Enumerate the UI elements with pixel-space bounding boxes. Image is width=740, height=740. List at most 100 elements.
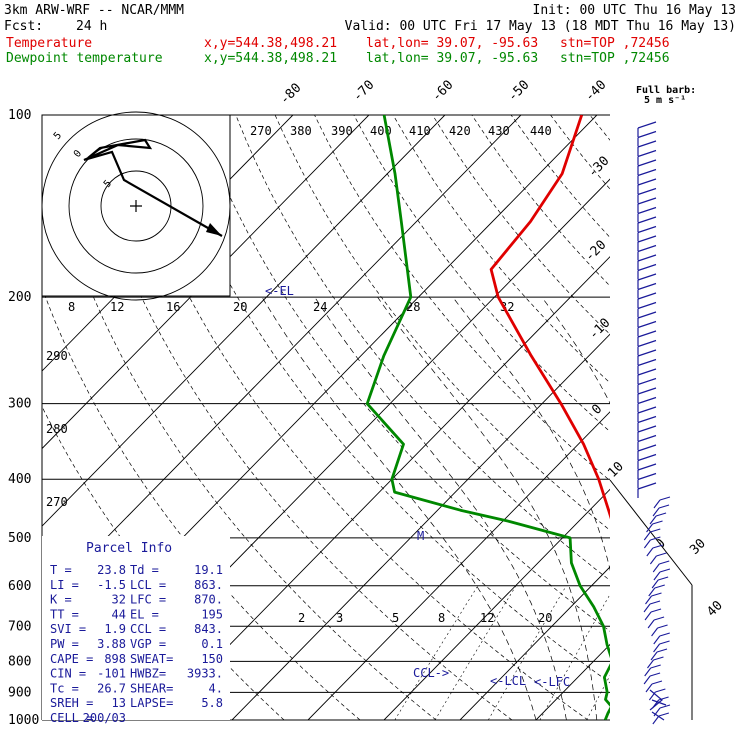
wind-barb-icon bbox=[651, 624, 668, 637]
wind-barb-icon bbox=[647, 616, 665, 629]
wind-barb-icon bbox=[643, 536, 661, 549]
wind-barb-icon bbox=[646, 520, 663, 533]
wind-barb-icon bbox=[637, 406, 657, 422]
isotherm-line bbox=[688, 115, 740, 720]
wind-barb-icon bbox=[646, 544, 663, 557]
legend-temperature-xy: x,y=544.38,498.21 bbox=[204, 36, 338, 51]
wind-panel-bg bbox=[610, 480, 692, 720]
wind-speed-label: 16 bbox=[166, 300, 180, 314]
parcel-info-key: Tc = bbox=[50, 681, 79, 695]
parcel-info-key: PW = bbox=[50, 637, 79, 651]
dry-adiabat bbox=[314, 115, 610, 482]
parcel-info-key: K = bbox=[50, 593, 72, 607]
wind-barb-icon bbox=[637, 415, 657, 432]
wind-speed-label: 12 bbox=[110, 300, 124, 314]
wind-speed-label: 24 bbox=[313, 300, 327, 314]
wind-barb-icon bbox=[637, 463, 657, 479]
wind-barb-icon bbox=[637, 130, 657, 147]
moist-adiabat bbox=[314, 296, 567, 720]
wind-barb-legend-units: 5 m s⁻¹ bbox=[644, 95, 686, 106]
mixing-ratio-line bbox=[586, 674, 610, 720]
parcel-info-value: 3933. bbox=[187, 667, 223, 681]
isotherm-label: -70 bbox=[350, 78, 377, 105]
temperature-trace bbox=[489, 115, 610, 520]
parcel-info-value: 32 bbox=[112, 593, 126, 607]
mixing-ratio-label: 8 bbox=[438, 611, 445, 625]
wind-barb-icon bbox=[651, 576, 669, 589]
legend-temperature: Temperature bbox=[6, 36, 93, 51]
wind-barb-icon bbox=[637, 225, 657, 242]
wind-barb-icon bbox=[637, 292, 657, 308]
pressure-tick-label: 800 bbox=[8, 654, 31, 669]
lcl-marker: <-LCL bbox=[490, 674, 526, 688]
hodograph-ring-label: 0 bbox=[72, 148, 84, 160]
forecast-hours: 24 h bbox=[76, 19, 108, 34]
wind-barb-icon bbox=[637, 121, 657, 137]
wind-barb-icon bbox=[637, 387, 657, 403]
init-time: Init: 00 UTC Thu 16 May 13 bbox=[532, 3, 737, 18]
parcel-info-key: HWBZ= bbox=[130, 667, 166, 681]
wind-barb-icon bbox=[637, 187, 657, 204]
theta-label-left: 270 bbox=[46, 495, 68, 509]
wind-barb-icon bbox=[637, 339, 657, 356]
wind-barb-icon bbox=[637, 320, 657, 337]
parcel-info-value: 3.88 bbox=[97, 637, 126, 651]
wind-barb-icon bbox=[643, 528, 661, 541]
hodograph-ring-label: 5 bbox=[52, 130, 64, 142]
parcel-info-value: 898 bbox=[104, 652, 126, 666]
hodograph-ring bbox=[41, 111, 231, 301]
pressure-tick-label: 200 bbox=[8, 290, 31, 305]
wind-barb-cluster-icon bbox=[649, 689, 667, 721]
parcel-info-value: 0.1 bbox=[201, 637, 223, 651]
legend-temperature-latlon: lat,lon= 39.07, -95.63 bbox=[366, 36, 539, 51]
wind-barb-icon bbox=[637, 482, 657, 498]
wind-barb-icon bbox=[637, 206, 657, 223]
parcel-info-key: SREH = bbox=[50, 696, 93, 710]
wind-barb-icon bbox=[644, 608, 662, 621]
theta-label: 380 bbox=[290, 124, 312, 138]
dry-adiabat bbox=[117, 115, 589, 720]
wind-speed-label: 20 bbox=[233, 300, 247, 314]
hodograph-ring-label: 5 bbox=[102, 178, 114, 190]
parcel-info-key: VGP = bbox=[130, 637, 166, 651]
dry-adiabat bbox=[392, 115, 610, 384]
theta-label-left: 290 bbox=[46, 349, 68, 363]
wind-barb-icon bbox=[637, 178, 657, 194]
m-marker: M bbox=[417, 529, 424, 543]
isotherm-line bbox=[459, 566, 610, 720]
legend-dewpoint-latlon: lat,lon= 39.07, -95.63 bbox=[366, 51, 539, 66]
hodograph-ring bbox=[68, 138, 204, 274]
isotherm-label: 40 bbox=[704, 598, 726, 620]
dry-adiabat bbox=[196, 115, 610, 632]
isotherm-line bbox=[383, 488, 610, 720]
parcel-info-value: 1.9 bbox=[104, 622, 126, 636]
moist-adiabat bbox=[261, 296, 537, 720]
wind-barb-icon bbox=[637, 140, 657, 156]
forecast-label: Fcst: bbox=[4, 19, 44, 34]
mixing-ratio-line bbox=[539, 593, 610, 720]
parcel-info-key: SWEAT= bbox=[130, 652, 173, 666]
parcel-info-key: CCL = bbox=[130, 622, 166, 636]
parcel-info-key: SHEAR= bbox=[130, 681, 173, 695]
wind-panel-edge bbox=[609, 479, 693, 586]
parcel-info-key: Td = bbox=[130, 563, 159, 577]
moist-adiabat bbox=[452, 296, 610, 572]
mixing-ratio-line bbox=[488, 585, 567, 720]
parcel-info-key: CELL = bbox=[50, 711, 93, 725]
wind-barb-icon bbox=[637, 301, 657, 318]
theta-label: 390 bbox=[331, 124, 353, 138]
isotherm-label: -10 bbox=[586, 316, 613, 343]
legend-dewpoint-stn: stn=TOP ,72456 bbox=[560, 51, 670, 66]
isotherm-label: -30 bbox=[585, 154, 612, 181]
hodograph-center-cross bbox=[130, 200, 142, 212]
parcel-info-key: LCL = bbox=[130, 578, 166, 592]
wind-barb-icon bbox=[637, 254, 657, 270]
wind-barb-icon bbox=[637, 368, 657, 384]
wind-barb-icon bbox=[653, 568, 671, 581]
parcel-info-value: 4. bbox=[209, 681, 223, 695]
wind-barb-icon bbox=[653, 632, 670, 645]
wind-barb-icon bbox=[643, 600, 661, 613]
parcel-info-key: LFC = bbox=[130, 593, 166, 607]
wind-barb-icon bbox=[637, 472, 657, 489]
